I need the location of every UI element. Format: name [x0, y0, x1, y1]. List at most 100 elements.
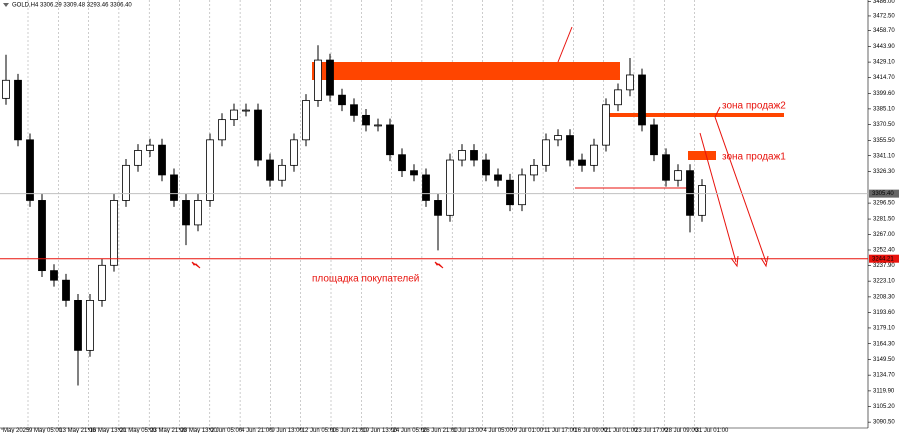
arrows — [699, 106, 769, 268]
x-tick-label: 19 Jun 13:00 — [362, 428, 397, 433]
candle-body — [110, 200, 118, 266]
y-tick-label: 3193.60 — [873, 310, 895, 316]
candle-body — [386, 124, 394, 156]
candle-body — [650, 124, 658, 156]
annotation: зона продаж2 — [722, 101, 786, 112]
candle-body — [662, 154, 670, 181]
arrow — [714, 106, 721, 118]
candle-body — [290, 139, 298, 166]
x-tick-label: 9 Jul 01:00 — [514, 428, 544, 433]
candle-body — [602, 104, 610, 146]
y-tick-label: 3326.30 — [873, 169, 895, 175]
x-tick-label: 4 Jun 21:00 — [241, 428, 273, 433]
candle-body — [2, 79, 10, 99]
candle-body — [494, 174, 502, 181]
y-tick-label: 3090.50 — [873, 420, 895, 426]
candle-body — [626, 74, 634, 91]
candle-body — [146, 144, 154, 151]
candle-body — [518, 174, 526, 206]
current-price-box — [869, 189, 899, 198]
candle-body — [26, 139, 34, 201]
arrow — [699, 132, 737, 263]
candle-body — [482, 159, 490, 176]
y-tick-label: 3429.10 — [873, 60, 895, 66]
marker — [191, 261, 201, 269]
x-tick-label: 4 Jul 05:00 — [484, 428, 514, 433]
candle-body — [98, 264, 106, 301]
annotation: площадка покупателей — [312, 274, 419, 285]
y-tick-label: 3399.60 — [873, 91, 895, 97]
y-tick-label: 3179.10 — [873, 326, 895, 332]
y-tick-label: 3414.70 — [873, 75, 895, 81]
x-tick-label: 16 Jun 21:00 — [332, 428, 367, 433]
candle-body — [86, 299, 94, 351]
candle-body — [62, 279, 70, 301]
candle-body — [350, 104, 358, 116]
candle-body — [218, 119, 226, 141]
y-tick-label: 3370.50 — [873, 122, 895, 128]
y-tick-label: 3472.50 — [873, 14, 895, 20]
candle-body — [74, 299, 82, 351]
annotation: зона продаж1 — [722, 152, 786, 163]
sell-zone-1 — [688, 151, 716, 160]
arrow-head — [760, 255, 769, 268]
x-tick-label: 1 Jul 13:00 — [453, 428, 483, 433]
arrow-head — [730, 255, 739, 268]
y-tick-label: 3105.20 — [873, 404, 895, 410]
y-tick-label: 3164.30 — [873, 341, 895, 347]
candle-body — [122, 164, 130, 201]
trend-mark — [557, 26, 573, 63]
candle-body — [422, 174, 430, 201]
x-tick-label: 2 Jun 05:00 — [211, 428, 243, 433]
candle-body — [38, 200, 46, 272]
candle-body — [326, 59, 334, 96]
header: GOLD,H4 3306.29 3309.48 3293.46 3306.40 — [12, 3, 132, 9]
candle-body — [530, 164, 538, 176]
x-tick-label: 23 May 21:00 — [150, 428, 187, 433]
candle-body — [686, 170, 694, 216]
x-tick-label: 31 Jul 01:00 — [696, 428, 729, 433]
candle-body — [398, 154, 406, 172]
candle-body — [446, 159, 454, 216]
x-tick-label: 9 May 05:00 — [29, 428, 63, 433]
x-tick-label: 13 May 21:00 — [59, 428, 96, 433]
support-level-box — [869, 254, 899, 263]
candle-body — [542, 139, 550, 166]
x-tick-label: 24 Jun 05:00 — [393, 428, 428, 433]
y-tick-label: 3281.50 — [873, 217, 895, 223]
y-tick-label: 3385.10 — [873, 106, 895, 112]
candle-body — [302, 100, 310, 141]
y-tick-label: 3486.00 — [873, 0, 895, 5]
candle-body — [638, 74, 646, 126]
candle-body — [458, 150, 466, 161]
y-tick-label: 3267.00 — [873, 232, 895, 238]
candle-body — [410, 170, 418, 176]
y-tick-label: 3296.50 — [873, 201, 895, 207]
candle-body — [554, 135, 562, 141]
y-tick-label: 3208.30 — [873, 294, 895, 300]
y-tick-label: 3149.50 — [873, 357, 895, 363]
marker — [434, 261, 444, 269]
candle-body — [470, 150, 478, 161]
candle-body — [158, 144, 166, 176]
y-tick-label: 3223.10 — [873, 279, 895, 285]
x-tick-label: 28 Jul 09:00 — [665, 428, 698, 433]
x-tick-label: 9 Jun 13:00 — [271, 428, 303, 433]
arrow — [714, 116, 767, 263]
candle-body — [698, 185, 706, 216]
x-tick-label: 11 Jul 17:00 — [544, 428, 577, 433]
x-tick-label: 21 Jul 01:00 — [605, 428, 638, 433]
candle-body — [206, 139, 214, 201]
x-tick-label: May 2025 — [3, 428, 30, 433]
candle-body — [506, 179, 514, 206]
y-tick-label: 3134.70 — [873, 373, 895, 379]
y-tick-label: 3119.90 — [873, 388, 895, 394]
y-tick-label: 3252.40 — [873, 248, 895, 254]
candle-body — [590, 144, 598, 166]
candle-body — [578, 159, 586, 166]
x-tick-label: 12 Jun 05:00 — [302, 428, 337, 433]
candle-body — [50, 270, 58, 281]
candle-body — [242, 109, 250, 112]
candle-body — [362, 114, 370, 126]
